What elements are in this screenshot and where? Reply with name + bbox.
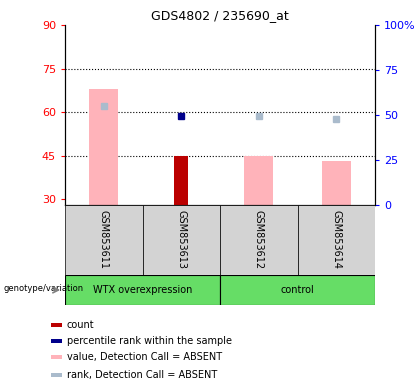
- Bar: [142, 205, 220, 275]
- Text: GSM853613: GSM853613: [176, 210, 186, 270]
- Text: count: count: [67, 320, 94, 330]
- Bar: [51, 339, 62, 343]
- Bar: [220, 205, 297, 275]
- Bar: [65, 275, 220, 305]
- Bar: [244, 156, 273, 205]
- Bar: [174, 156, 188, 205]
- Bar: [297, 205, 375, 275]
- Text: percentile rank within the sample: percentile rank within the sample: [67, 336, 232, 346]
- Text: GSM853611: GSM853611: [99, 210, 109, 270]
- Bar: [51, 372, 62, 377]
- Bar: [322, 161, 351, 205]
- Text: WTX overexpression: WTX overexpression: [93, 285, 192, 295]
- Text: GSM853614: GSM853614: [331, 210, 341, 270]
- Text: GSM853612: GSM853612: [254, 210, 264, 270]
- Text: value, Detection Call = ABSENT: value, Detection Call = ABSENT: [67, 352, 222, 362]
- Text: genotype/variation: genotype/variation: [3, 284, 84, 293]
- Title: GDS4802 / 235690_at: GDS4802 / 235690_at: [151, 10, 289, 22]
- Bar: [65, 205, 142, 275]
- Bar: [51, 323, 62, 327]
- Bar: [89, 89, 118, 205]
- Text: control: control: [281, 285, 315, 295]
- Text: rank, Detection Call = ABSENT: rank, Detection Call = ABSENT: [67, 370, 217, 380]
- Bar: [220, 275, 375, 305]
- Bar: [51, 355, 62, 359]
